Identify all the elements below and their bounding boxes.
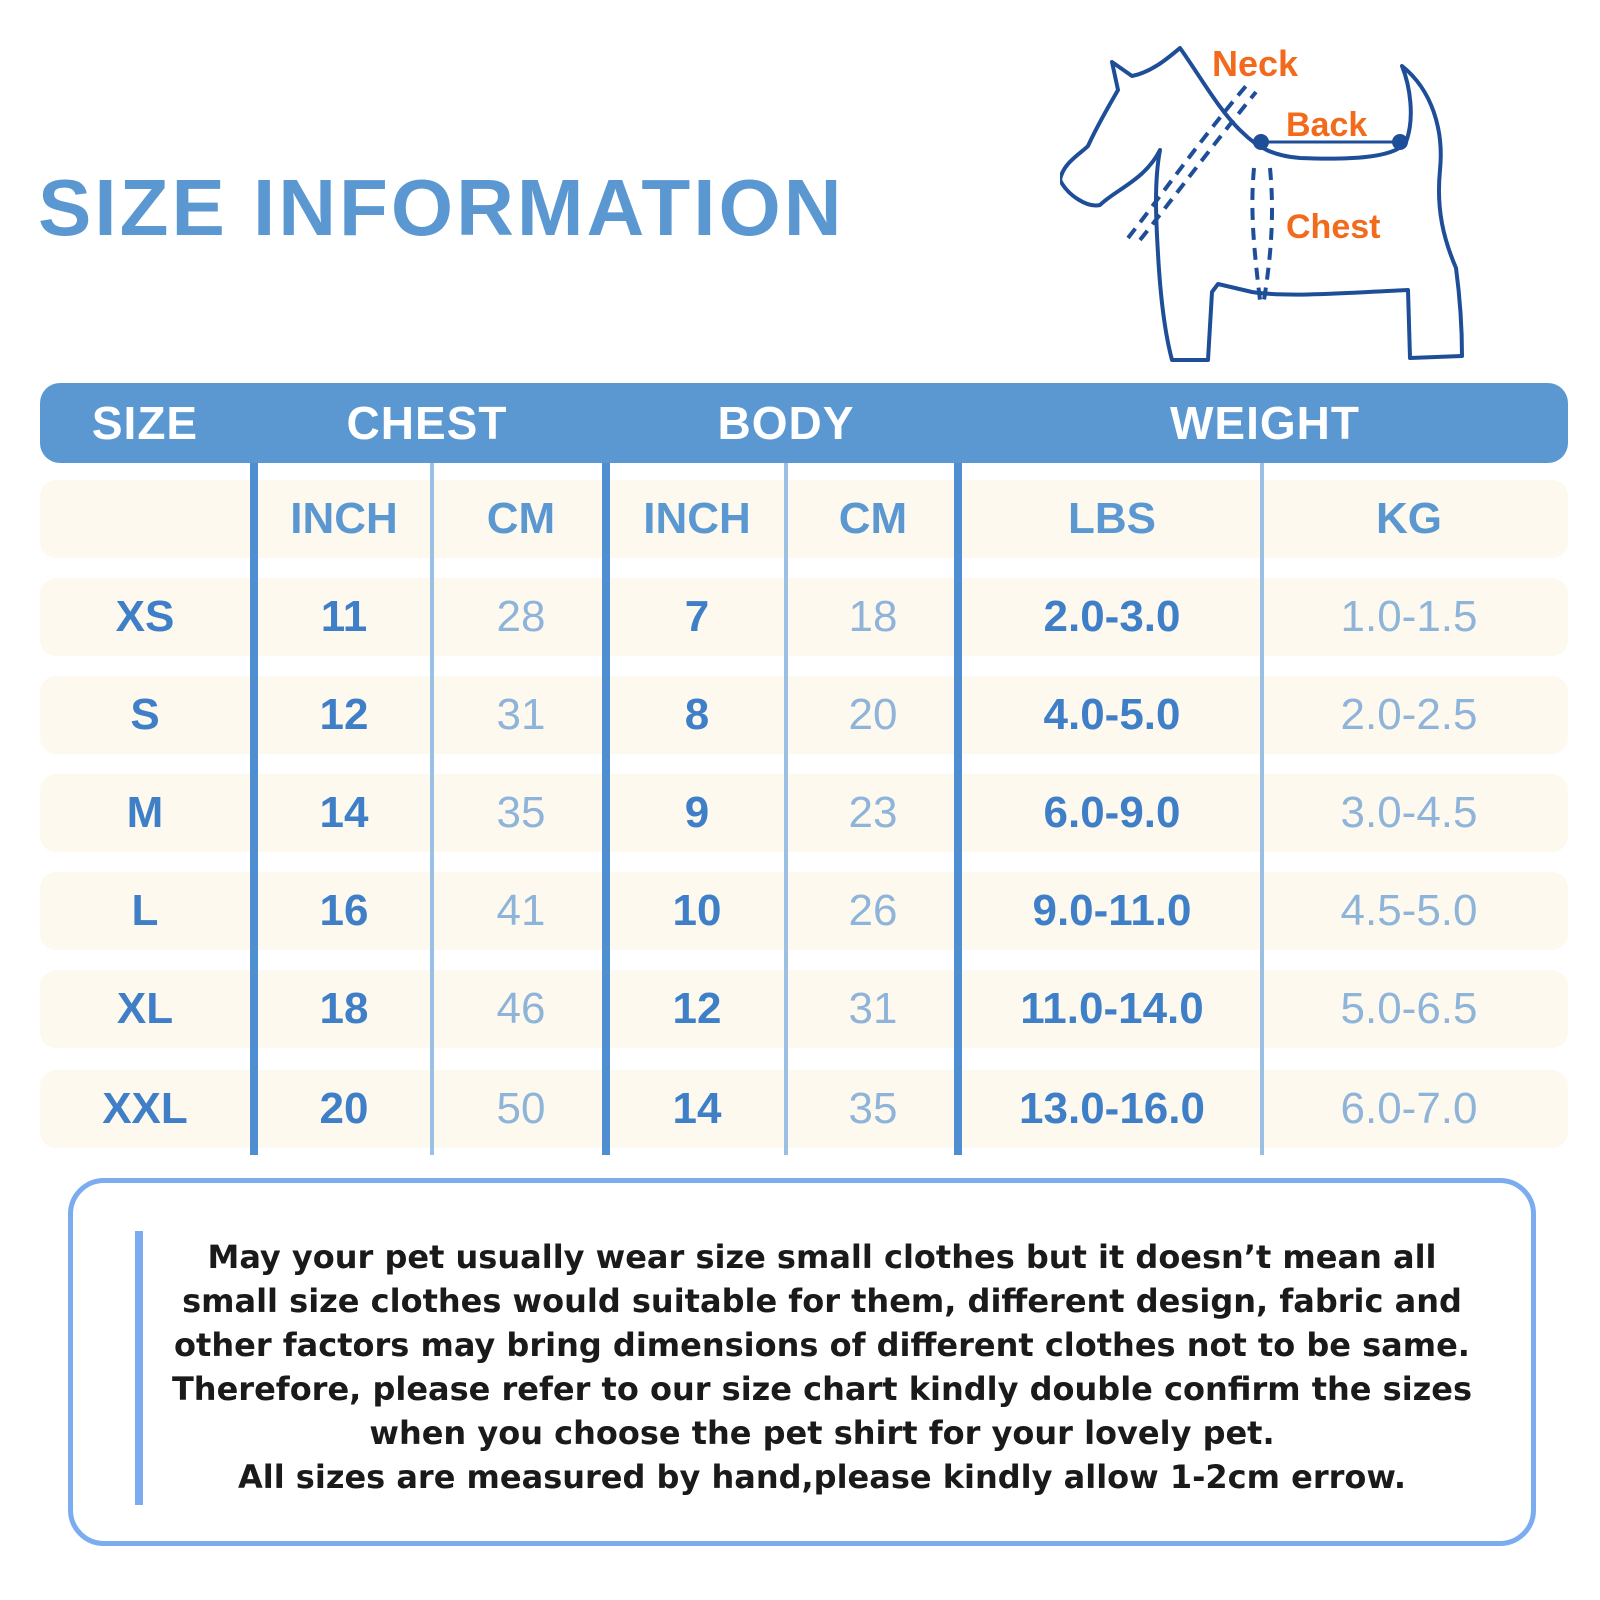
- note-line: when you choose the pet shirt for your l…: [369, 1414, 1275, 1452]
- chest-inch-cell: 20: [319, 1084, 369, 1133]
- chest-inch-cell: 11: [320, 592, 368, 641]
- weight-kg-cell: 4.5-5.0: [1340, 886, 1478, 935]
- column-divider-chest-units: [430, 463, 434, 1155]
- weight-kg-cell: 1.0-1.5: [1340, 592, 1478, 641]
- chest-inch-cell: 16: [319, 886, 369, 935]
- weight-kg-cell: 5.0-6.5: [1340, 984, 1478, 1033]
- column-divider-weight: [954, 463, 962, 1155]
- chest-cm-cell: 41: [496, 886, 546, 935]
- column-divider-body: [602, 463, 610, 1155]
- table-header-bar: SIZE CHEST BODY WEIGHT: [40, 383, 1568, 463]
- weight-lbs-cell: 4.0-5.0: [1043, 690, 1181, 739]
- body-inch-cell: 12: [672, 984, 722, 1033]
- body-inch-cell: 14: [672, 1084, 722, 1133]
- note-line: May your pet usually wear size small clo…: [207, 1238, 1437, 1276]
- column-divider-body-units: [784, 463, 788, 1155]
- weight-lbs-cell: 6.0-9.0: [1043, 788, 1181, 837]
- size-cell: XXL: [102, 1084, 188, 1133]
- note-line: All sizes are measured by hand,please ki…: [237, 1458, 1407, 1496]
- unit-kg: KG: [1376, 494, 1442, 543]
- header-chest: CHEST: [346, 397, 508, 449]
- note-line: other factors may bring dimensions of di…: [174, 1326, 1470, 1364]
- body-inch-cell: 10: [672, 886, 722, 935]
- weight-lbs-cell: 2.0-3.0: [1043, 592, 1181, 641]
- unit-lbs: LBS: [1068, 494, 1156, 543]
- chest-cm-cell: 35: [496, 788, 546, 837]
- chest-cm-cell: 28: [496, 592, 546, 641]
- page-title: SIZE INFORMATION: [38, 163, 845, 252]
- table-row: S 12 31 8 20 4.0-5.0 2.0-2.5: [40, 676, 1568, 754]
- back-label: Back: [1286, 106, 1367, 144]
- body-cm-cell: 35: [848, 1084, 898, 1133]
- column-divider-chest: [250, 463, 258, 1155]
- size-cell: XL: [116, 984, 174, 1033]
- dog-outline-icon: [1060, 46, 1464, 362]
- body-cm-cell: 18: [848, 592, 898, 641]
- header-body: BODY: [717, 397, 855, 449]
- body-cm-cell: 31: [848, 984, 898, 1033]
- chest-measure-line: [1250, 167, 1262, 301]
- size-cell: XS: [115, 592, 175, 641]
- weight-kg-cell: 3.0-4.5: [1340, 788, 1478, 837]
- table-row: XS 11 28 7 18 2.0-3.0 1.0-1.5: [40, 578, 1568, 656]
- back-end-dot: [1392, 134, 1408, 150]
- unit-chest-cm: CM: [486, 494, 556, 543]
- header-size: SIZE: [91, 397, 199, 449]
- size-cell: L: [131, 886, 159, 935]
- size-note-text: May your pet usually wear size small clo…: [163, 1235, 1481, 1499]
- note-line: Therefore, please refer to our size char…: [171, 1370, 1473, 1408]
- chest-inch-cell: 18: [319, 984, 369, 1033]
- unit-chest-inch: INCH: [290, 494, 398, 543]
- units-row: INCH CM INCH CM LBS KG: [40, 480, 1568, 558]
- size-note-box: May your pet usually wear size small clo…: [68, 1178, 1536, 1546]
- chest-inch-cell: 12: [319, 690, 369, 739]
- table-row: M 14 35 9 23 6.0-9.0 3.0-4.5: [40, 774, 1568, 852]
- neck-measure-line: [1126, 84, 1248, 240]
- weight-kg-cell: 6.0-7.0: [1340, 1084, 1478, 1133]
- note-line: small size clothes would suitable for th…: [182, 1282, 1462, 1320]
- body-inch-cell: 9: [684, 788, 710, 837]
- neck-measure-line-2: [1138, 90, 1258, 242]
- body-cm-cell: 23: [848, 788, 898, 837]
- chest-cm-cell: 50: [496, 1084, 546, 1133]
- weight-lbs-cell: 11.0-14.0: [1020, 984, 1204, 1033]
- header-weight: WEIGHT: [1170, 397, 1360, 449]
- back-start-dot: [1253, 134, 1269, 150]
- body-inch-cell: 8: [684, 690, 710, 739]
- table-row: XL 18 46 12 31 11.0-14.0 5.0-6.5: [40, 970, 1568, 1048]
- chest-measure-line-2: [1262, 167, 1274, 301]
- neck-label: Neck: [1212, 43, 1299, 84]
- dog-measurement-diagram: Neck Back Chest: [1060, 43, 1464, 362]
- body-inch-cell: 7: [684, 592, 710, 641]
- weight-lbs-cell: 9.0-11.0: [1032, 886, 1192, 935]
- size-cell: M: [126, 788, 164, 837]
- weight-kg-cell: 2.0-2.5: [1340, 690, 1478, 739]
- note-accent-bar: [135, 1231, 143, 1505]
- body-cm-cell: 26: [848, 886, 898, 935]
- body-cm-cell: 20: [848, 690, 898, 739]
- table-row: L 16 41 10 26 9.0-11.0 4.5-5.0: [40, 872, 1568, 950]
- size-table: SIZE CHEST BODY WEIGHT INCH CM INCH CM L…: [40, 383, 1568, 1155]
- weight-lbs-cell: 13.0-16.0: [1019, 1084, 1205, 1133]
- unit-body-inch: INCH: [643, 494, 751, 543]
- column-divider-weight-units: [1260, 463, 1264, 1155]
- chest-cm-cell: 31: [496, 690, 546, 739]
- chest-cm-cell: 46: [496, 984, 546, 1033]
- chest-inch-cell: 14: [319, 788, 369, 837]
- unit-body-cm: CM: [838, 494, 908, 543]
- size-cell: S: [130, 690, 160, 739]
- table-row: XXL 20 50 14 35 13.0-16.0 6.0-7.0: [40, 1070, 1568, 1148]
- chest-label: Chest: [1286, 208, 1380, 246]
